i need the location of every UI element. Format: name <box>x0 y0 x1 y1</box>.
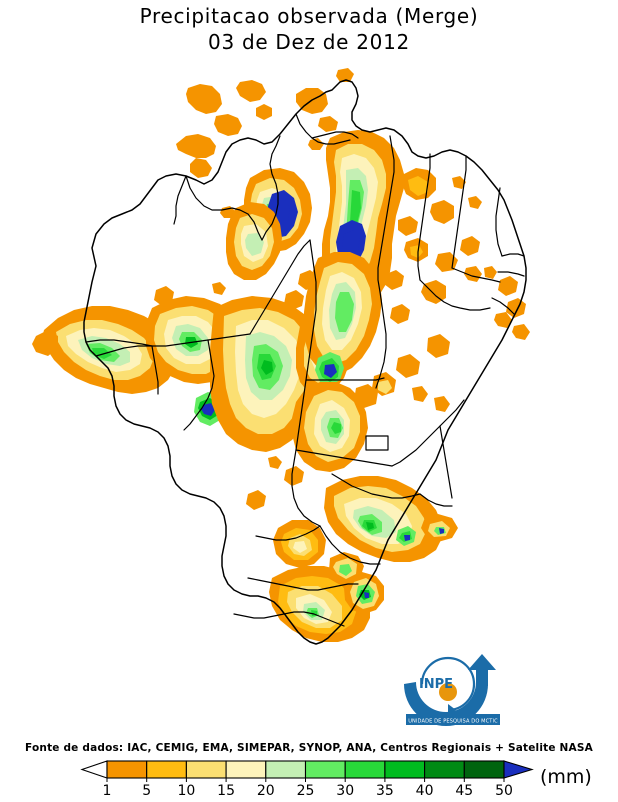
colorbar-band <box>424 760 465 779</box>
national-border <box>83 79 527 645</box>
inpe-outer-arc <box>420 656 476 712</box>
precip-zone-misc-cells <box>154 176 482 510</box>
state-border-mt-para <box>249 239 311 335</box>
colorbar-tick-label: 20 <box>257 783 275 798</box>
state-border-maranhao-piaui <box>417 153 431 281</box>
inpe-logo-svg: INPE UNIDADE DE PESQUISA DO MCTIC <box>404 654 500 726</box>
colorbar-tick-label: 5 <box>142 783 151 798</box>
precip-zone-tocantins-goias <box>304 252 382 386</box>
state-border-bahia-minas <box>391 399 465 467</box>
state-border-minas-rio <box>419 493 453 507</box>
state-border-parana-sc <box>247 577 359 591</box>
inpe-banner-text: UNIDADE DE PESQUISA DO MCTIC <box>408 719 498 725</box>
state-border-ms-parana <box>255 525 321 541</box>
amazon-river-mouth <box>311 131 359 139</box>
colorbar-tick-labels: 1 5 10 15 20 25 30 35 40 45 50 <box>103 778 513 799</box>
inpe-orange-dot <box>439 683 457 701</box>
colorbar-band <box>265 760 307 779</box>
state-border-para-amapa <box>295 113 351 145</box>
precip-zone-ms-patch <box>273 520 326 568</box>
page-title: Precipitacao observada (Merge) 03 de Dez… <box>0 4 618 55</box>
state-border-minas-es <box>439 425 453 499</box>
distrito-federal-outline <box>365 435 389 451</box>
colorbar-tick-label: 35 <box>376 783 394 798</box>
precip-zone-sudeste-coast <box>324 476 458 562</box>
state-border-bahia-piaui <box>419 279 491 311</box>
colorbar-tick-label: 40 <box>416 783 434 798</box>
title-line-1: Precipitacao observada (Merge) <box>139 4 479 28</box>
colorbar-bands <box>80 760 534 779</box>
colorbar-band <box>384 760 426 779</box>
units-label: (mm) <box>540 766 592 788</box>
state-border-piaui-ceara <box>451 155 467 269</box>
inpe-up-arrow <box>468 654 496 686</box>
colorbar-tick-label: 30 <box>336 783 354 798</box>
precipitation-field <box>32 68 530 642</box>
colorbar-tick-label: 10 <box>177 783 195 798</box>
state-border-tocantins-east <box>375 291 387 389</box>
inpe-swoosh <box>404 670 488 726</box>
state-border-ceara-rn <box>495 187 503 257</box>
state-border-roraima-west <box>173 175 187 225</box>
state-border-rondonia-mt <box>183 339 215 431</box>
state-border-amazonas-south <box>95 333 251 357</box>
colorbar-band <box>463 760 505 779</box>
colorbar: 1 5 10 15 20 25 30 35 40 45 50 <box>0 758 618 799</box>
state-border-goias-tocantins <box>305 377 385 381</box>
map-svg <box>0 58 618 678</box>
colorbar-band <box>106 760 148 779</box>
precip-zone-nordeste-coast <box>484 266 530 340</box>
state-border-acre-north <box>85 339 153 347</box>
colorbar-over-arrow <box>503 760 534 779</box>
state-border-amazonas-para <box>261 135 281 241</box>
precip-zone-maranhao-piaui <box>398 168 482 304</box>
colorbar-tick-label: 15 <box>217 783 235 798</box>
inpe-wordmark: INPE <box>419 677 453 692</box>
colorbar-band <box>344 760 386 779</box>
precip-zone-para-west <box>226 202 282 280</box>
colorbar-tick-label: 1 <box>103 783 112 798</box>
state-border-sp-ms <box>291 449 321 527</box>
state-border-sc-rs <box>233 611 345 627</box>
state-border-goias-minas <box>295 449 393 467</box>
colorbar-tick-label: 50 <box>495 783 513 798</box>
state-border-para-maranhao <box>377 135 395 293</box>
state-border-pe-bahia <box>451 267 501 283</box>
precip-zone-acre <box>32 306 176 394</box>
state-border-paraiba-pe <box>497 271 525 277</box>
state-border-bahia-sergipe <box>491 297 515 315</box>
colorbar-svg: 1 5 10 15 20 25 30 35 40 45 50 <box>80 760 534 799</box>
precip-zone-goias-minas <box>292 382 368 472</box>
state-border-roraima <box>185 175 263 241</box>
state-border-sp-parana <box>319 525 381 565</box>
state-border-acre-rondonia <box>151 345 159 395</box>
state-border-mt-goias <box>295 239 317 451</box>
state-border-minas-sp <box>331 473 421 499</box>
colorbar-band <box>146 760 187 779</box>
colorbar-band <box>185 760 227 779</box>
inpe-banner-bg <box>406 714 500 725</box>
colorbar-band <box>225 760 267 779</box>
state-border-rn-paraiba <box>501 253 525 257</box>
precip-zone-bahia-minas <box>354 334 450 412</box>
colorbar-tick-label: 45 <box>455 783 473 798</box>
colorbar-under-arrow <box>80 760 108 779</box>
title-line-2: 03 de Dez de 2012 <box>208 29 410 54</box>
colorbar-band <box>304 760 346 779</box>
colorbar-tick-label: 25 <box>297 783 315 798</box>
map-footer: Fonte de dados: IAC, CEMIG, EMA, SIMEPAR… <box>0 736 618 800</box>
data-source-text: Fonte de dados: IAC, CEMIG, EMA, SIMEPAR… <box>25 742 593 754</box>
brazil-precipitation-map <box>0 58 618 678</box>
inpe-logo: INPE UNIDADE DE PESQUISA DO MCTIC <box>392 648 512 730</box>
brazil-boundaries <box>83 79 527 645</box>
